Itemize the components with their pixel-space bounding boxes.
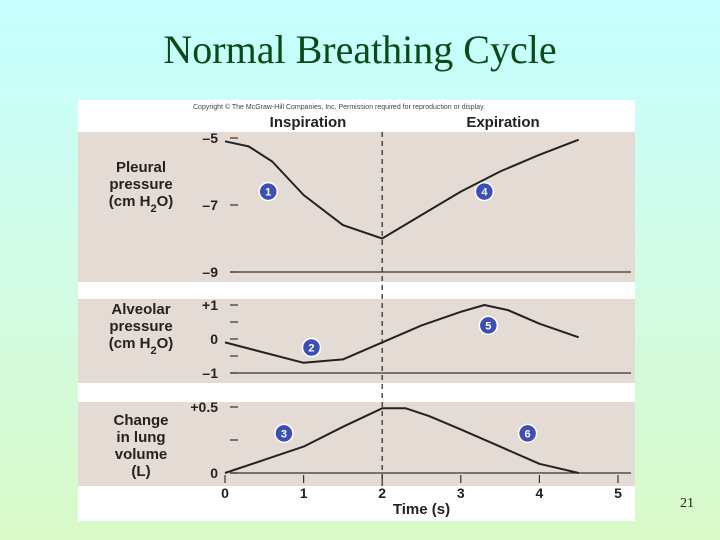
pleural-y-tick-label: –7 (202, 197, 218, 213)
volume-ylabel-line: in lung (116, 429, 165, 446)
step-marker-2: 2 (301, 337, 322, 358)
x-tick-label: 3 (457, 485, 465, 501)
volume-curve (224, 407, 579, 474)
x-tick-label: 1 (300, 485, 308, 501)
slide-title: Normal Breathing Cycle (163, 27, 557, 72)
pleural-curve (224, 138, 580, 240)
volume-y-tick-label: +0.5 (190, 399, 218, 415)
expiration-header: Expiration (466, 114, 539, 131)
step-marker-6: 6 (517, 423, 538, 444)
pleural-y-tick-label: –5 (202, 130, 218, 146)
step-marker-1: 1 (258, 181, 278, 202)
breathing-cycle-chart: Copyright © The McGraw-Hill Companies, I… (78, 103, 635, 518)
step-marker-circle (274, 423, 294, 444)
x-axis-title: Time (s) (393, 501, 450, 518)
step-marker-label: 5 (485, 320, 491, 332)
x-tick-label: 5 (614, 485, 622, 501)
alveolar-y-tick-label: –1 (202, 365, 218, 381)
step-marker-circle (478, 315, 499, 336)
copyright-notice: Copyright © The McGraw-Hill Companies, I… (193, 103, 485, 111)
alveolar-ylabel-line: (cm H2O) (109, 335, 173, 357)
step-marker-4: 4 (474, 181, 495, 202)
step-marker-label: 1 (265, 187, 271, 199)
step-marker-label: 4 (481, 187, 488, 199)
x-tick-label: 0 (221, 485, 229, 501)
alveolar-curve (224, 304, 580, 364)
alveolar-y-tick-label: 0 (210, 331, 218, 347)
pleural-ylabel-line: pressure (109, 176, 172, 193)
step-marker-circle (301, 337, 322, 358)
pleural-panel-background (78, 132, 635, 282)
alveolar-y-tick-label: +1 (202, 297, 218, 313)
x-tick-label: 4 (536, 485, 544, 501)
step-marker-circle (517, 423, 538, 444)
inspiration-header: Inspiration (270, 114, 347, 131)
alveolar-ylabel-line: Alveolar (111, 301, 170, 318)
pleural-ylabel-line: (cm H2O) (109, 193, 173, 215)
pleural-ylabel-line: Pleural (116, 159, 166, 176)
alveolar-ylabel-line: pressure (109, 318, 172, 335)
volume-ylabel-line: Change (113, 412, 168, 429)
step-marker-label: 6 (525, 428, 531, 440)
step-marker-label: 2 (308, 343, 314, 355)
volume-ylabel-line: (L) (131, 463, 150, 480)
step-marker-circle (258, 181, 278, 202)
step-marker-3: 3 (274, 423, 294, 444)
volume-ylabel-line: volume (115, 446, 168, 463)
step-marker-circle (474, 181, 495, 202)
slide-page-number: 21 (680, 496, 694, 511)
figure-panel: Copyright © The McGraw-Hill Companies, I… (78, 100, 635, 521)
alveolar-panel-background (78, 299, 635, 383)
volume-panel-background (78, 402, 635, 486)
step-marker-5: 5 (478, 315, 499, 336)
x-tick-label: 2 (378, 485, 386, 501)
volume-y-tick-label: 0 (210, 465, 218, 481)
pleural-y-tick-label: –9 (202, 264, 218, 280)
step-marker-label: 3 (281, 428, 287, 440)
